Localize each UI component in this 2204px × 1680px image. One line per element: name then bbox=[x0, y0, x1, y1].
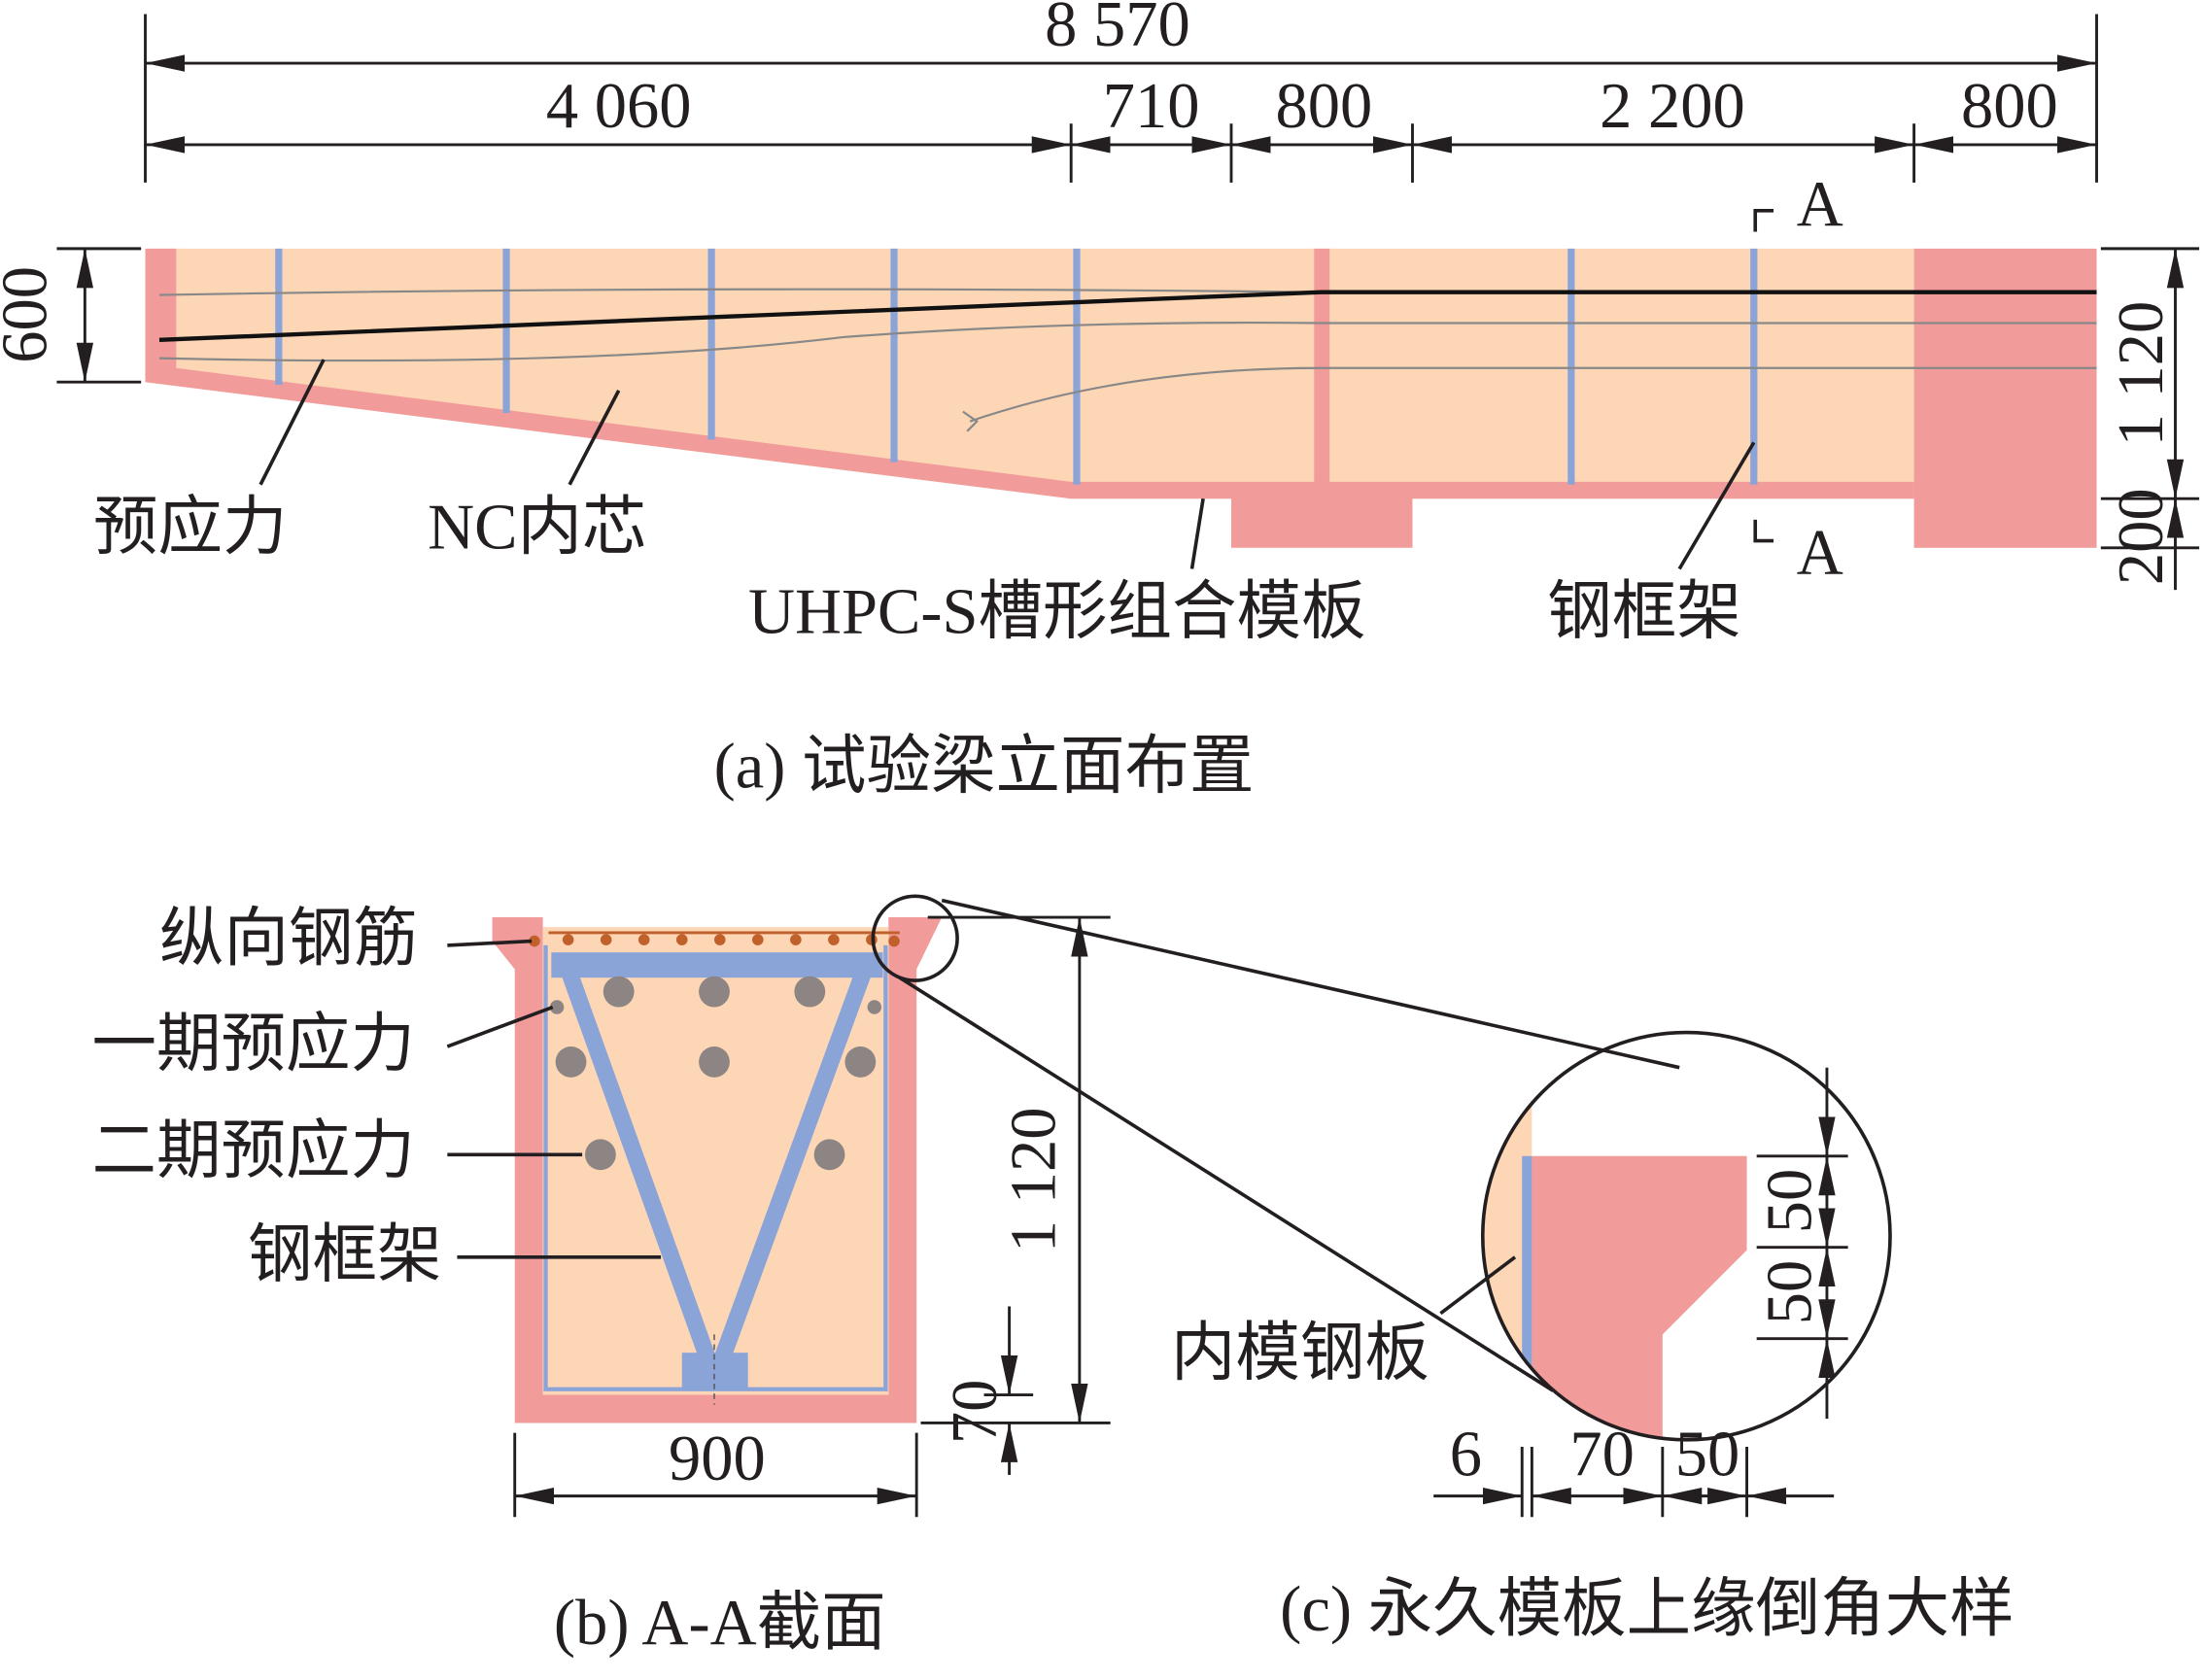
dim-right: 50 bbox=[1754, 1260, 1825, 1325]
dim-total: 8 570 bbox=[1045, 0, 1190, 60]
dim-segment: 2 200 bbox=[1600, 71, 1745, 142]
dim-bottom: 70 bbox=[940, 1380, 1011, 1445]
section: 纵向钢筋 一期预应力 二期预应力 钢框架 1 120 70 900 (b) A-… bbox=[92, 904, 1111, 1659]
caption: (b) A-A截面 bbox=[554, 1588, 886, 1659]
dim-right: 50 bbox=[1754, 1169, 1825, 1234]
dim-bottom: 50 bbox=[1675, 1420, 1740, 1491]
label: 预应力 bbox=[93, 493, 288, 564]
dim-segment: 710 bbox=[1103, 71, 1200, 142]
label: 一期预应力 bbox=[92, 1010, 416, 1080]
caption: (a) 试验梁立面布置 bbox=[714, 731, 1255, 802]
dim-segment: 800 bbox=[1961, 71, 2058, 142]
caption: (c) 永久模板上缘倒角大样 bbox=[1280, 1574, 2014, 1645]
detail: 内模钢板 50 50 6 70 50 (c) 永久模板上缘倒角大样 bbox=[871, 894, 2015, 1645]
label: 二期预应力 bbox=[92, 1115, 416, 1186]
label: 钢框架 bbox=[1547, 576, 1741, 647]
dim-right-height: 1 120 bbox=[2106, 301, 2177, 447]
label: 钢框架 bbox=[248, 1219, 442, 1290]
dim-segment: 4 060 bbox=[546, 71, 692, 142]
label: NC内芯 bbox=[428, 493, 646, 564]
label: UHPC-S槽形组合模板 bbox=[748, 576, 1366, 647]
dim-segment: 800 bbox=[1276, 71, 1373, 142]
dim-left-height: 600 bbox=[0, 266, 61, 363]
label: 纵向钢筋 bbox=[159, 904, 418, 975]
dim-bottom: 6 bbox=[1450, 1420, 1482, 1491]
label: 内模钢板 bbox=[1171, 1319, 1429, 1389]
dim-height: 1 120 bbox=[999, 1108, 1070, 1253]
elevation: 8 570 4 060 710 800 2 200 800 600 1 120 … bbox=[0, 0, 2200, 802]
dim-bottom: 70 bbox=[1569, 1420, 1635, 1491]
section-mark: A bbox=[1797, 518, 1843, 589]
dim-right-bottom: 200 bbox=[2106, 488, 2177, 585]
section-mark: A bbox=[1797, 169, 1843, 240]
dim-width: 900 bbox=[669, 1423, 766, 1494]
